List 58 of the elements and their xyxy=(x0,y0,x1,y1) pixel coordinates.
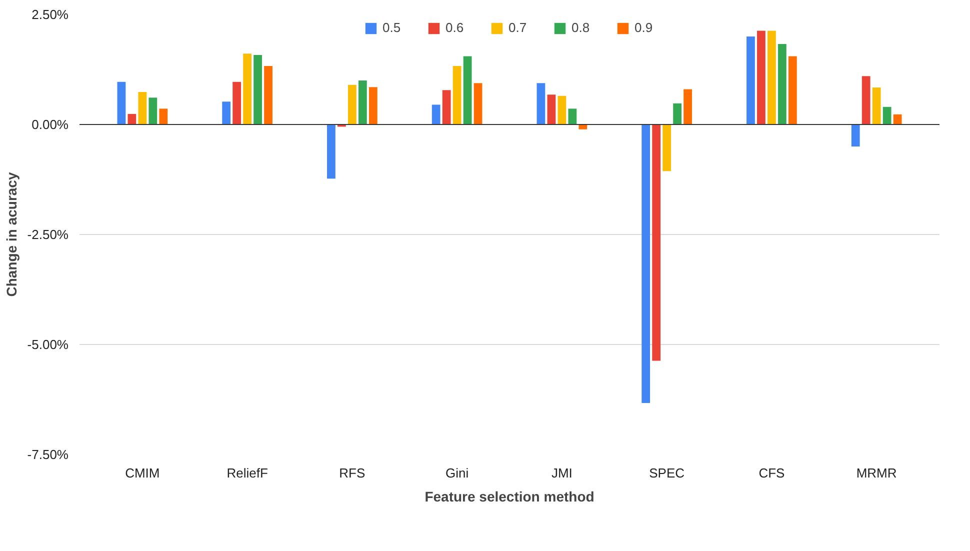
legend-label: 0.8 xyxy=(572,20,591,35)
bar xyxy=(684,89,692,124)
bar xyxy=(222,102,231,124)
y-tick-label: -5.00% xyxy=(27,337,69,352)
x-tick-label: SPEC xyxy=(649,466,685,480)
bar xyxy=(463,56,472,124)
x-tick-label: CMIM xyxy=(125,466,160,480)
bar xyxy=(254,54,262,124)
x-tick-label: Gini xyxy=(446,466,469,480)
bar xyxy=(851,124,860,146)
bar xyxy=(778,44,786,124)
bar xyxy=(148,98,158,124)
y-tick-label: 2.50% xyxy=(32,7,69,22)
bar xyxy=(243,54,252,124)
bar xyxy=(442,90,451,124)
y-tick-label: -7.50% xyxy=(27,447,69,462)
x-tick-label: ReliefF xyxy=(226,466,268,480)
bar xyxy=(547,94,556,124)
x-tick-label: MRMR xyxy=(856,466,897,480)
bar xyxy=(368,87,378,124)
x-tick-label: JMI xyxy=(551,466,572,480)
bar xyxy=(264,66,272,124)
bar xyxy=(652,124,661,361)
bar xyxy=(872,88,881,124)
bar xyxy=(358,80,367,124)
bar xyxy=(327,124,336,179)
bar xyxy=(662,124,672,172)
bar xyxy=(536,83,546,124)
legend-label: 0.5 xyxy=(382,20,402,35)
y-tick-label: 0.00% xyxy=(32,117,69,132)
bar xyxy=(788,56,797,124)
bar xyxy=(128,114,136,124)
bar xyxy=(558,96,566,124)
legend-label: 0.6 xyxy=(446,20,465,35)
bar xyxy=(568,108,577,124)
bar xyxy=(882,106,892,124)
bar xyxy=(474,83,482,124)
bar xyxy=(117,82,126,124)
x-tick-label: RFS xyxy=(339,466,366,480)
y-tick-label: -2.50% xyxy=(27,227,69,242)
bar xyxy=(746,36,755,124)
legend-label: 0.9 xyxy=(634,20,654,35)
bar xyxy=(138,92,147,124)
bar xyxy=(159,108,168,124)
bar xyxy=(452,66,462,124)
bar xyxy=(862,76,870,124)
bar xyxy=(768,30,776,124)
x-axis-title: Feature selection method xyxy=(424,488,594,504)
bar xyxy=(673,103,682,124)
bar xyxy=(757,30,766,124)
x-tick-label: CFS xyxy=(758,466,786,480)
bar xyxy=(578,124,588,130)
y-axis-title: Change in acuracy xyxy=(3,172,20,297)
legend-label: 0.7 xyxy=(508,20,528,35)
bar xyxy=(642,124,650,404)
bar xyxy=(432,104,440,124)
bar xyxy=(232,82,242,124)
bar xyxy=(348,84,356,124)
